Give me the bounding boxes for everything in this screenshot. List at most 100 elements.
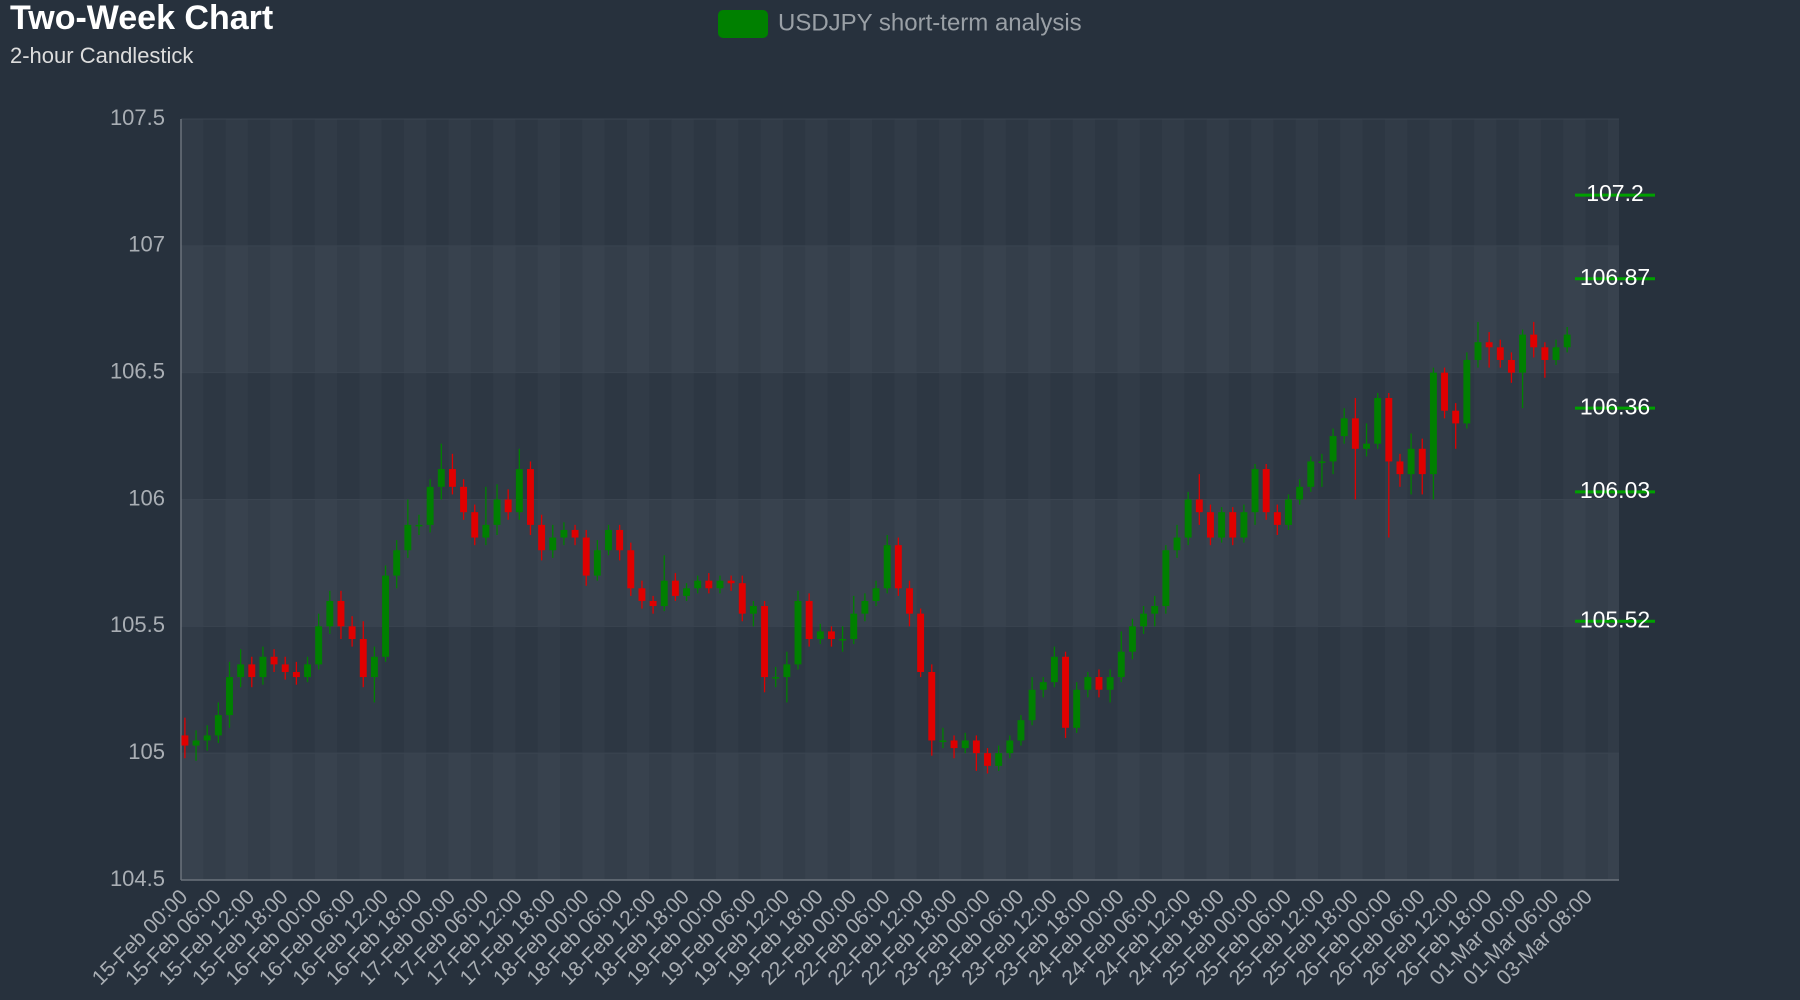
candle-body <box>984 753 991 766</box>
candle-body <box>783 664 791 678</box>
candle-body <box>181 735 189 746</box>
candle-body <box>1463 359 1471 424</box>
level-label: 106.36 <box>1580 393 1650 419</box>
candle-body <box>527 469 534 525</box>
y-tick-label: 104.5 <box>110 866 165 891</box>
candle-body <box>359 639 367 678</box>
candle-body <box>1218 512 1226 538</box>
candle-body <box>1173 537 1181 551</box>
candle-body <box>437 469 445 487</box>
candle-body <box>928 671 936 741</box>
candle-body <box>894 545 902 589</box>
candle-body <box>426 486 434 525</box>
level-label: 106.87 <box>1580 264 1650 290</box>
candle-body <box>1229 512 1237 538</box>
candle-body <box>995 753 1003 766</box>
candle-body <box>393 550 401 576</box>
candle-body <box>515 469 523 513</box>
candle-body <box>1117 651 1125 678</box>
y-tick-label: 105.5 <box>110 612 165 637</box>
candle-body <box>749 606 757 614</box>
candle-body <box>1084 677 1092 690</box>
level-label: 106.03 <box>1580 477 1650 503</box>
y-tick-label: 106 <box>128 485 165 510</box>
candle-body <box>1530 334 1538 348</box>
candle-body <box>1418 448 1426 475</box>
candle-body <box>281 664 289 672</box>
candle-body <box>1307 461 1315 487</box>
candle-body <box>1039 682 1047 690</box>
candle-body <box>1519 334 1527 373</box>
plot-band <box>181 119 1619 246</box>
candle-body <box>1206 512 1214 538</box>
candle-body <box>906 588 913 614</box>
y-tick-label: 107 <box>128 232 165 257</box>
candle-body <box>270 656 278 665</box>
candle-body <box>1441 372 1449 411</box>
candle-body <box>683 588 690 596</box>
candle-body <box>1496 347 1504 360</box>
candle-body <box>214 715 222 736</box>
candle-body <box>1017 720 1025 741</box>
candle-body <box>872 588 880 601</box>
candle-body <box>1507 359 1515 373</box>
candle-body <box>471 512 479 538</box>
candle-body <box>549 537 557 551</box>
candle-body <box>972 740 980 754</box>
candle-body <box>805 600 813 640</box>
candle-body <box>226 677 233 716</box>
candle-body <box>493 499 501 525</box>
candle-body <box>861 600 869 614</box>
candle-body <box>883 545 891 589</box>
candle-body <box>716 580 724 589</box>
candle-body <box>538 524 546 551</box>
candle-body <box>1407 448 1415 475</box>
candle-body <box>348 626 356 640</box>
candle-body <box>326 600 334 627</box>
candle-body <box>1140 613 1148 627</box>
candle-body <box>1351 418 1359 449</box>
candle-body <box>1162 550 1170 607</box>
candle-body <box>816 631 824 640</box>
legend-swatch[interactable] <box>718 10 768 38</box>
candle-body <box>560 529 568 538</box>
candle-body <box>460 486 468 513</box>
level-label: 107.2 <box>1586 180 1644 206</box>
candle-body <box>850 613 858 640</box>
y-tick-label: 107.5 <box>110 105 165 130</box>
plot-band <box>181 626 1619 754</box>
candle-body <box>649 600 657 607</box>
plot-background <box>181 119 1619 880</box>
candle-body <box>1073 689 1081 728</box>
chart-title: Two-Week Chart <box>10 0 273 37</box>
candle-body <box>1285 499 1292 525</box>
plot-band <box>181 245 1619 373</box>
candle-body <box>1396 461 1404 475</box>
plot-band <box>181 753 1619 880</box>
y-tick-label: 106.5 <box>110 358 165 383</box>
candle-body <box>694 580 702 589</box>
candle-body <box>370 656 378 678</box>
candle-body <box>1184 499 1192 538</box>
candle-body <box>794 600 802 665</box>
candle-body <box>593 550 601 576</box>
legend-label[interactable]: USDJPY short-term analysis <box>778 9 1082 36</box>
candle-body <box>1028 689 1036 721</box>
candle-body <box>337 600 345 627</box>
candle-body <box>961 740 969 749</box>
candle-body <box>1095 677 1103 690</box>
candle-body <box>939 740 947 742</box>
candle-body <box>1318 461 1326 463</box>
candle-body <box>292 671 300 678</box>
chart-subtitle: 2-hour Candlestick <box>10 43 194 68</box>
candle-body <box>1195 499 1203 513</box>
candle-body <box>1151 606 1159 614</box>
candle-body <box>259 656 267 678</box>
candle-body <box>404 524 412 551</box>
candle-body <box>1062 656 1069 728</box>
candle-body <box>203 735 211 741</box>
candle-body <box>1363 443 1370 449</box>
candle-body <box>605 529 612 551</box>
candle-body <box>761 606 769 678</box>
